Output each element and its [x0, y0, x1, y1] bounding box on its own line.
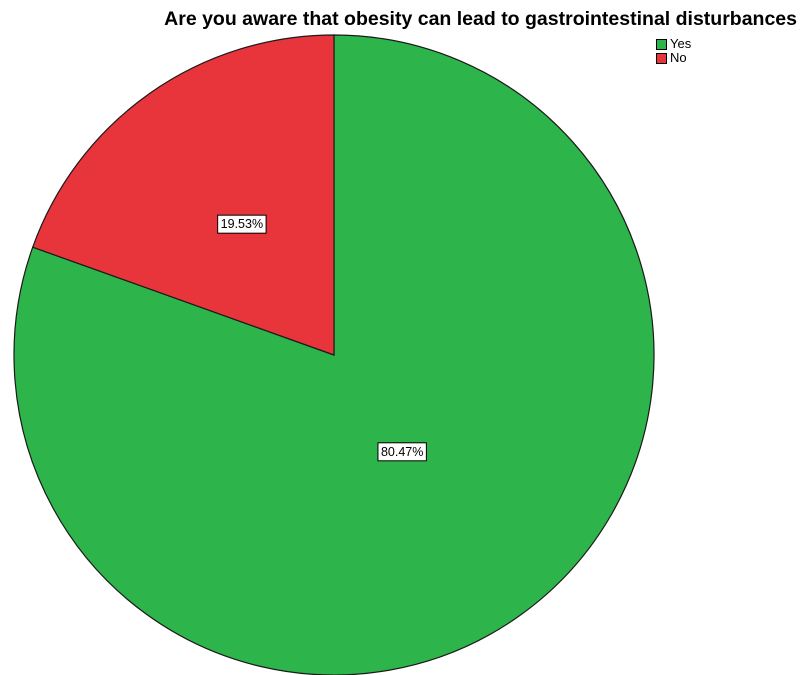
slice-label-text-no: 19.53% [221, 217, 263, 231]
legend-label-no: No [670, 50, 687, 65]
legend-label-yes: Yes [670, 36, 692, 51]
slice-label-box-yes [377, 442, 427, 462]
slice-label-box-no [217, 214, 267, 234]
legend: Yes No [656, 37, 691, 65]
legend-item-yes: Yes [656, 37, 691, 51]
slice-label-yes: 80.47% [377, 442, 427, 462]
legend-swatch-no [656, 52, 667, 64]
slice-label-text-yes: 80.47% [381, 445, 423, 459]
slice-label-no: 19.53% [217, 214, 267, 234]
legend-item-no: No [656, 51, 691, 65]
chart-title: Are you aware that obesity can lead to g… [164, 8, 797, 30]
legend-swatch-yes [656, 38, 667, 50]
pie-slice-no [31, 34, 335, 356]
